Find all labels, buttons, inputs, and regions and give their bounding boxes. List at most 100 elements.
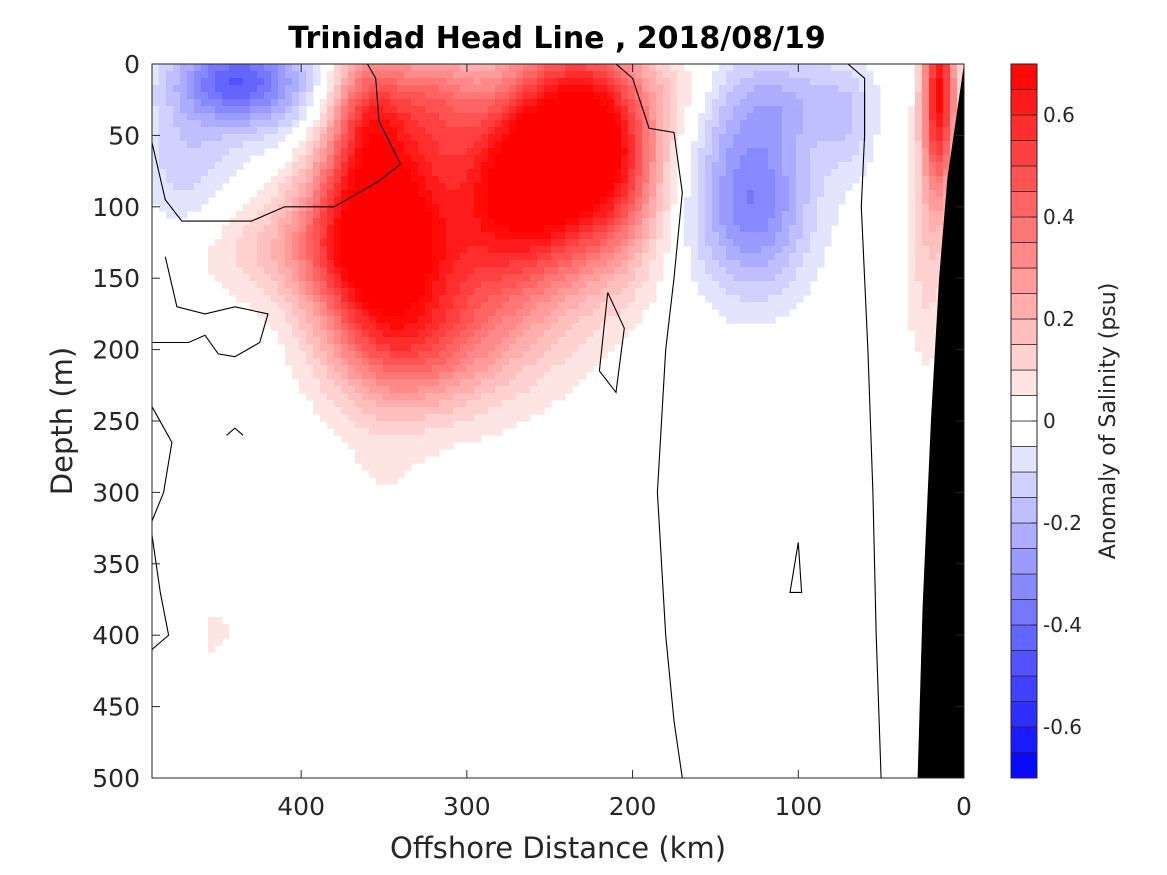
heatmap-cell: [376, 470, 384, 478]
heatmap-cell: [586, 85, 594, 93]
heatmap-cell: [222, 120, 230, 128]
heatmap-cell: [803, 225, 811, 233]
heatmap-cell: [915, 274, 923, 282]
heatmap-cell: [390, 267, 398, 275]
heatmap-cell: [397, 442, 405, 450]
heatmap-cell: [796, 169, 804, 177]
heatmap-cell: [285, 309, 293, 317]
heatmap-cell: [733, 260, 741, 268]
heatmap-cell: [404, 323, 412, 331]
heatmap-cell: [509, 309, 517, 317]
heatmap-cell: [712, 78, 720, 86]
heatmap-cell: [376, 386, 384, 394]
heatmap-cell: [509, 400, 517, 408]
heatmap-cell: [796, 225, 804, 233]
heatmap-cell: [411, 99, 419, 107]
heatmap-cell: [292, 239, 300, 247]
heatmap-cell: [257, 246, 265, 254]
heatmap-cell: [523, 99, 531, 107]
heatmap-cell: [929, 190, 937, 198]
heatmap-cell: [418, 351, 426, 359]
heatmap-cell: [551, 183, 559, 191]
heatmap-cell: [789, 211, 797, 219]
heatmap-cell: [558, 253, 566, 261]
heatmap-cell: [628, 309, 636, 317]
heatmap-cell: [768, 113, 776, 121]
heatmap-cell: [579, 85, 587, 93]
heatmap-cell: [593, 351, 601, 359]
heatmap-cell: [782, 211, 790, 219]
heatmap-cell: [551, 323, 559, 331]
heatmap-cell: [845, 92, 853, 100]
heatmap-cell: [404, 113, 412, 121]
heatmap-cell: [614, 211, 622, 219]
heatmap-cell: [586, 274, 594, 282]
heatmap-cell: [411, 155, 419, 163]
heatmap-cell: [411, 421, 419, 429]
heatmap-cell: [537, 162, 545, 170]
heatmap-cell: [607, 225, 615, 233]
heatmap-cell: [663, 211, 671, 219]
heatmap-cell: [460, 239, 468, 247]
heatmap-cell: [313, 281, 321, 289]
heatmap-cell: [418, 78, 426, 86]
heatmap-cell: [390, 302, 398, 310]
heatmap-cell: [817, 253, 825, 261]
heatmap-cell: [467, 113, 475, 121]
heatmap-cell: [789, 239, 797, 247]
heatmap-cell: [838, 99, 846, 107]
heatmap-cell: [789, 295, 797, 303]
heatmap-cell: [432, 190, 440, 198]
heatmap-cell: [327, 197, 335, 205]
heatmap-cell: [432, 176, 440, 184]
heatmap-cell: [915, 309, 923, 317]
heatmap-cell: [943, 141, 951, 149]
heatmap-cell: [369, 421, 377, 429]
heatmap-cell: [775, 267, 783, 275]
heatmap-cell: [187, 78, 195, 86]
heatmap-cell: [348, 316, 356, 324]
heatmap-cell: [922, 295, 930, 303]
heatmap-cell: [446, 155, 454, 163]
heatmap-cell: [243, 64, 251, 72]
heatmap-cell: [194, 169, 202, 177]
heatmap-cell: [495, 197, 503, 205]
heatmap-cell: [908, 225, 916, 233]
heatmap-cell: [810, 218, 818, 226]
heatmap-cell: [467, 281, 475, 289]
heatmap-cell: [922, 99, 930, 107]
colorbar-tick-label: -0.6: [1043, 715, 1082, 739]
heatmap-cell: [509, 113, 517, 121]
heatmap-cell: [754, 211, 762, 219]
heatmap-cell: [320, 372, 328, 380]
heatmap-cell: [411, 428, 419, 436]
heatmap-cell: [488, 316, 496, 324]
heatmap-cell: [334, 274, 342, 282]
heatmap-cell: [306, 183, 314, 191]
heatmap-cell: [663, 155, 671, 163]
heatmap-cell: [404, 281, 412, 289]
heatmap-cell: [397, 295, 405, 303]
heatmap-cell: [264, 218, 272, 226]
heatmap-cell: [817, 141, 825, 149]
heatmap-cell: [460, 358, 468, 366]
heatmap-cell: [586, 204, 594, 212]
heatmap-cell: [621, 127, 629, 135]
heatmap-cell: [467, 337, 475, 345]
heatmap-cell: [292, 260, 300, 268]
heatmap-cell: [663, 197, 671, 205]
heatmap-cell: [208, 624, 216, 632]
heatmap-cell: [754, 246, 762, 254]
heatmap-cell: [278, 253, 286, 261]
heatmap-cell: [320, 155, 328, 163]
heatmap-cell: [460, 386, 468, 394]
heatmap-cell: [782, 253, 790, 261]
heatmap-cell: [474, 323, 482, 331]
heatmap-cell: [243, 141, 251, 149]
heatmap-cell: [173, 162, 181, 170]
heatmap-cell: [264, 288, 272, 296]
heatmap-cell: [439, 365, 447, 373]
heatmap-cell: [369, 442, 377, 450]
heatmap-cell: [747, 148, 755, 156]
heatmap-cell: [572, 281, 580, 289]
